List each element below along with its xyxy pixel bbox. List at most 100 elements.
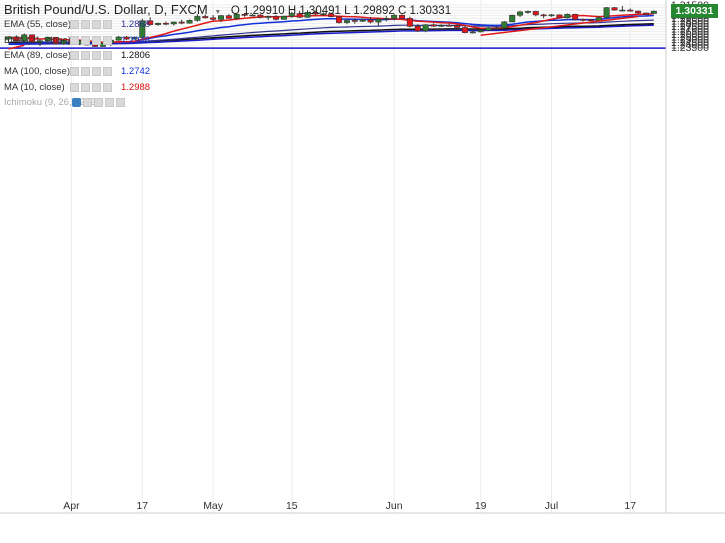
ma-100-line [8, 24, 654, 46]
ohlc-values: O 1.29910 H 1.30491 L 1.29892 C 1.30331 [230, 5, 452, 17]
study-row[interactable]: EMA (55, close) 1.2868 [4, 17, 150, 33]
candle-body [296, 13, 303, 18]
candle-body [178, 21, 185, 24]
study-button-icon[interactable] [92, 20, 101, 30]
trendlines[interactable] [8, 15, 639, 50]
study-button-icon[interactable] [81, 82, 90, 92]
candle-body [233, 14, 240, 19]
study-row[interactable]: MA (10, close) 1.2988 [4, 79, 150, 95]
study-button-icon[interactable] [103, 35, 112, 45]
candle-body [564, 14, 571, 19]
candle-body [611, 7, 618, 11]
study-button-icon[interactable] [103, 20, 112, 30]
candle-body [359, 19, 366, 22]
candle-body [532, 11, 539, 16]
study-button-icon[interactable] [116, 98, 125, 108]
study-controls[interactable] [70, 67, 112, 77]
time-axis[interactable]: Apr 17 May 15 Jun 19 Jul 17 [63, 500, 636, 512]
study-button-icon[interactable] [92, 51, 101, 61]
candle-body [92, 44, 99, 47]
price-tick-label: 1.28500 [671, 15, 709, 27]
time-tick-label: May [203, 500, 224, 512]
study-button-icon[interactable] [70, 82, 79, 92]
study-button-icon[interactable] [103, 82, 112, 92]
candle-body [461, 27, 468, 33]
study-controls[interactable] [70, 82, 112, 92]
study-value: 1.2948 [121, 34, 151, 46]
candle-body [635, 10, 642, 14]
candle-body [210, 17, 217, 20]
candle-body [241, 14, 248, 16]
study-button-icon[interactable] [103, 67, 112, 77]
candle-body [438, 24, 445, 27]
study-button-icon[interactable] [70, 20, 79, 30]
study-button-icon[interactable] [70, 35, 79, 45]
candle-body [273, 16, 280, 20]
chart-title: British Pound/U.S. Dollar, D, FXCM ▼ O 1… [4, 2, 451, 17]
time-tick-label: Apr [63, 500, 80, 512]
study-button-icon[interactable] [81, 51, 90, 61]
candle-body [21, 34, 28, 42]
study-button-icon[interactable] [103, 51, 112, 61]
study-button-icon[interactable] [92, 67, 101, 77]
candle-body [139, 20, 146, 38]
study-button-icon[interactable] [94, 98, 103, 108]
candle-body [288, 13, 295, 17]
candle-body [509, 14, 516, 23]
candle-body [162, 22, 169, 25]
candle-body [501, 21, 508, 29]
candle-body [548, 14, 555, 17]
study-controls[interactable] [70, 98, 125, 108]
candle-body [422, 24, 429, 32]
candle-body [249, 14, 256, 17]
price-tick-label: 1.24500 [671, 37, 709, 49]
candle-body [556, 14, 563, 19]
price-tick-label: 1.27500 [671, 21, 709, 33]
candle-body [155, 22, 162, 25]
study-button-icon[interactable] [81, 20, 90, 30]
candle-body [328, 13, 335, 17]
study-button-icon[interactable] [105, 98, 114, 108]
candle-body [186, 20, 193, 24]
price-tick-label: 1.26500 [671, 26, 709, 38]
study-row[interactable]: MA (100, close) 1.2742 [4, 64, 150, 80]
study-value: 1.2868 [121, 19, 151, 31]
candle-body [147, 20, 154, 25]
study-button-icon[interactable] [92, 82, 101, 92]
study-button-icon[interactable] [81, 35, 90, 45]
candle-body [343, 20, 350, 23]
study-button-icon[interactable] [92, 35, 101, 45]
study-name: EMA (89, close) [4, 50, 72, 62]
study-button-icon[interactable] [70, 51, 79, 61]
candle-body [304, 12, 311, 18]
study-button-icon[interactable] [83, 98, 92, 108]
current-price-label: 1.30331 [671, 4, 718, 19]
study-row[interactable]: Ichimoku (9, 26, 52, 26) [4, 95, 125, 111]
candle-body [603, 7, 610, 18]
price-tick-label: 1.28000 [671, 18, 709, 30]
candle-body [225, 15, 232, 19]
trendline [480, 15, 639, 36]
time-tick-label: 19 [475, 500, 487, 512]
candle-body [29, 34, 36, 43]
candle-body [194, 16, 201, 21]
study-controls[interactable] [70, 51, 112, 61]
candle-body [202, 16, 209, 19]
study-controls[interactable] [70, 35, 112, 45]
candle-body [619, 9, 626, 12]
candle-body [383, 18, 390, 20]
study-name: MA (100, close) [4, 66, 70, 78]
candle-body [414, 26, 421, 32]
study-button-icon[interactable] [81, 67, 90, 77]
visibility-icon[interactable] [72, 98, 81, 108]
study-row[interactable]: EMA (89, close) 1.2806 [4, 48, 150, 64]
study-controls[interactable] [70, 20, 112, 30]
study-name: MA (10, close) [4, 81, 65, 93]
study-row[interactable]: EMA (21, close) 1.2948 [4, 33, 150, 49]
time-tick-label: 17 [624, 500, 636, 512]
symbol-menu-icon[interactable]: ▼ [214, 9, 222, 16]
study-button-icon[interactable] [70, 67, 79, 77]
candle-body [60, 39, 67, 44]
candle-body [123, 36, 130, 40]
